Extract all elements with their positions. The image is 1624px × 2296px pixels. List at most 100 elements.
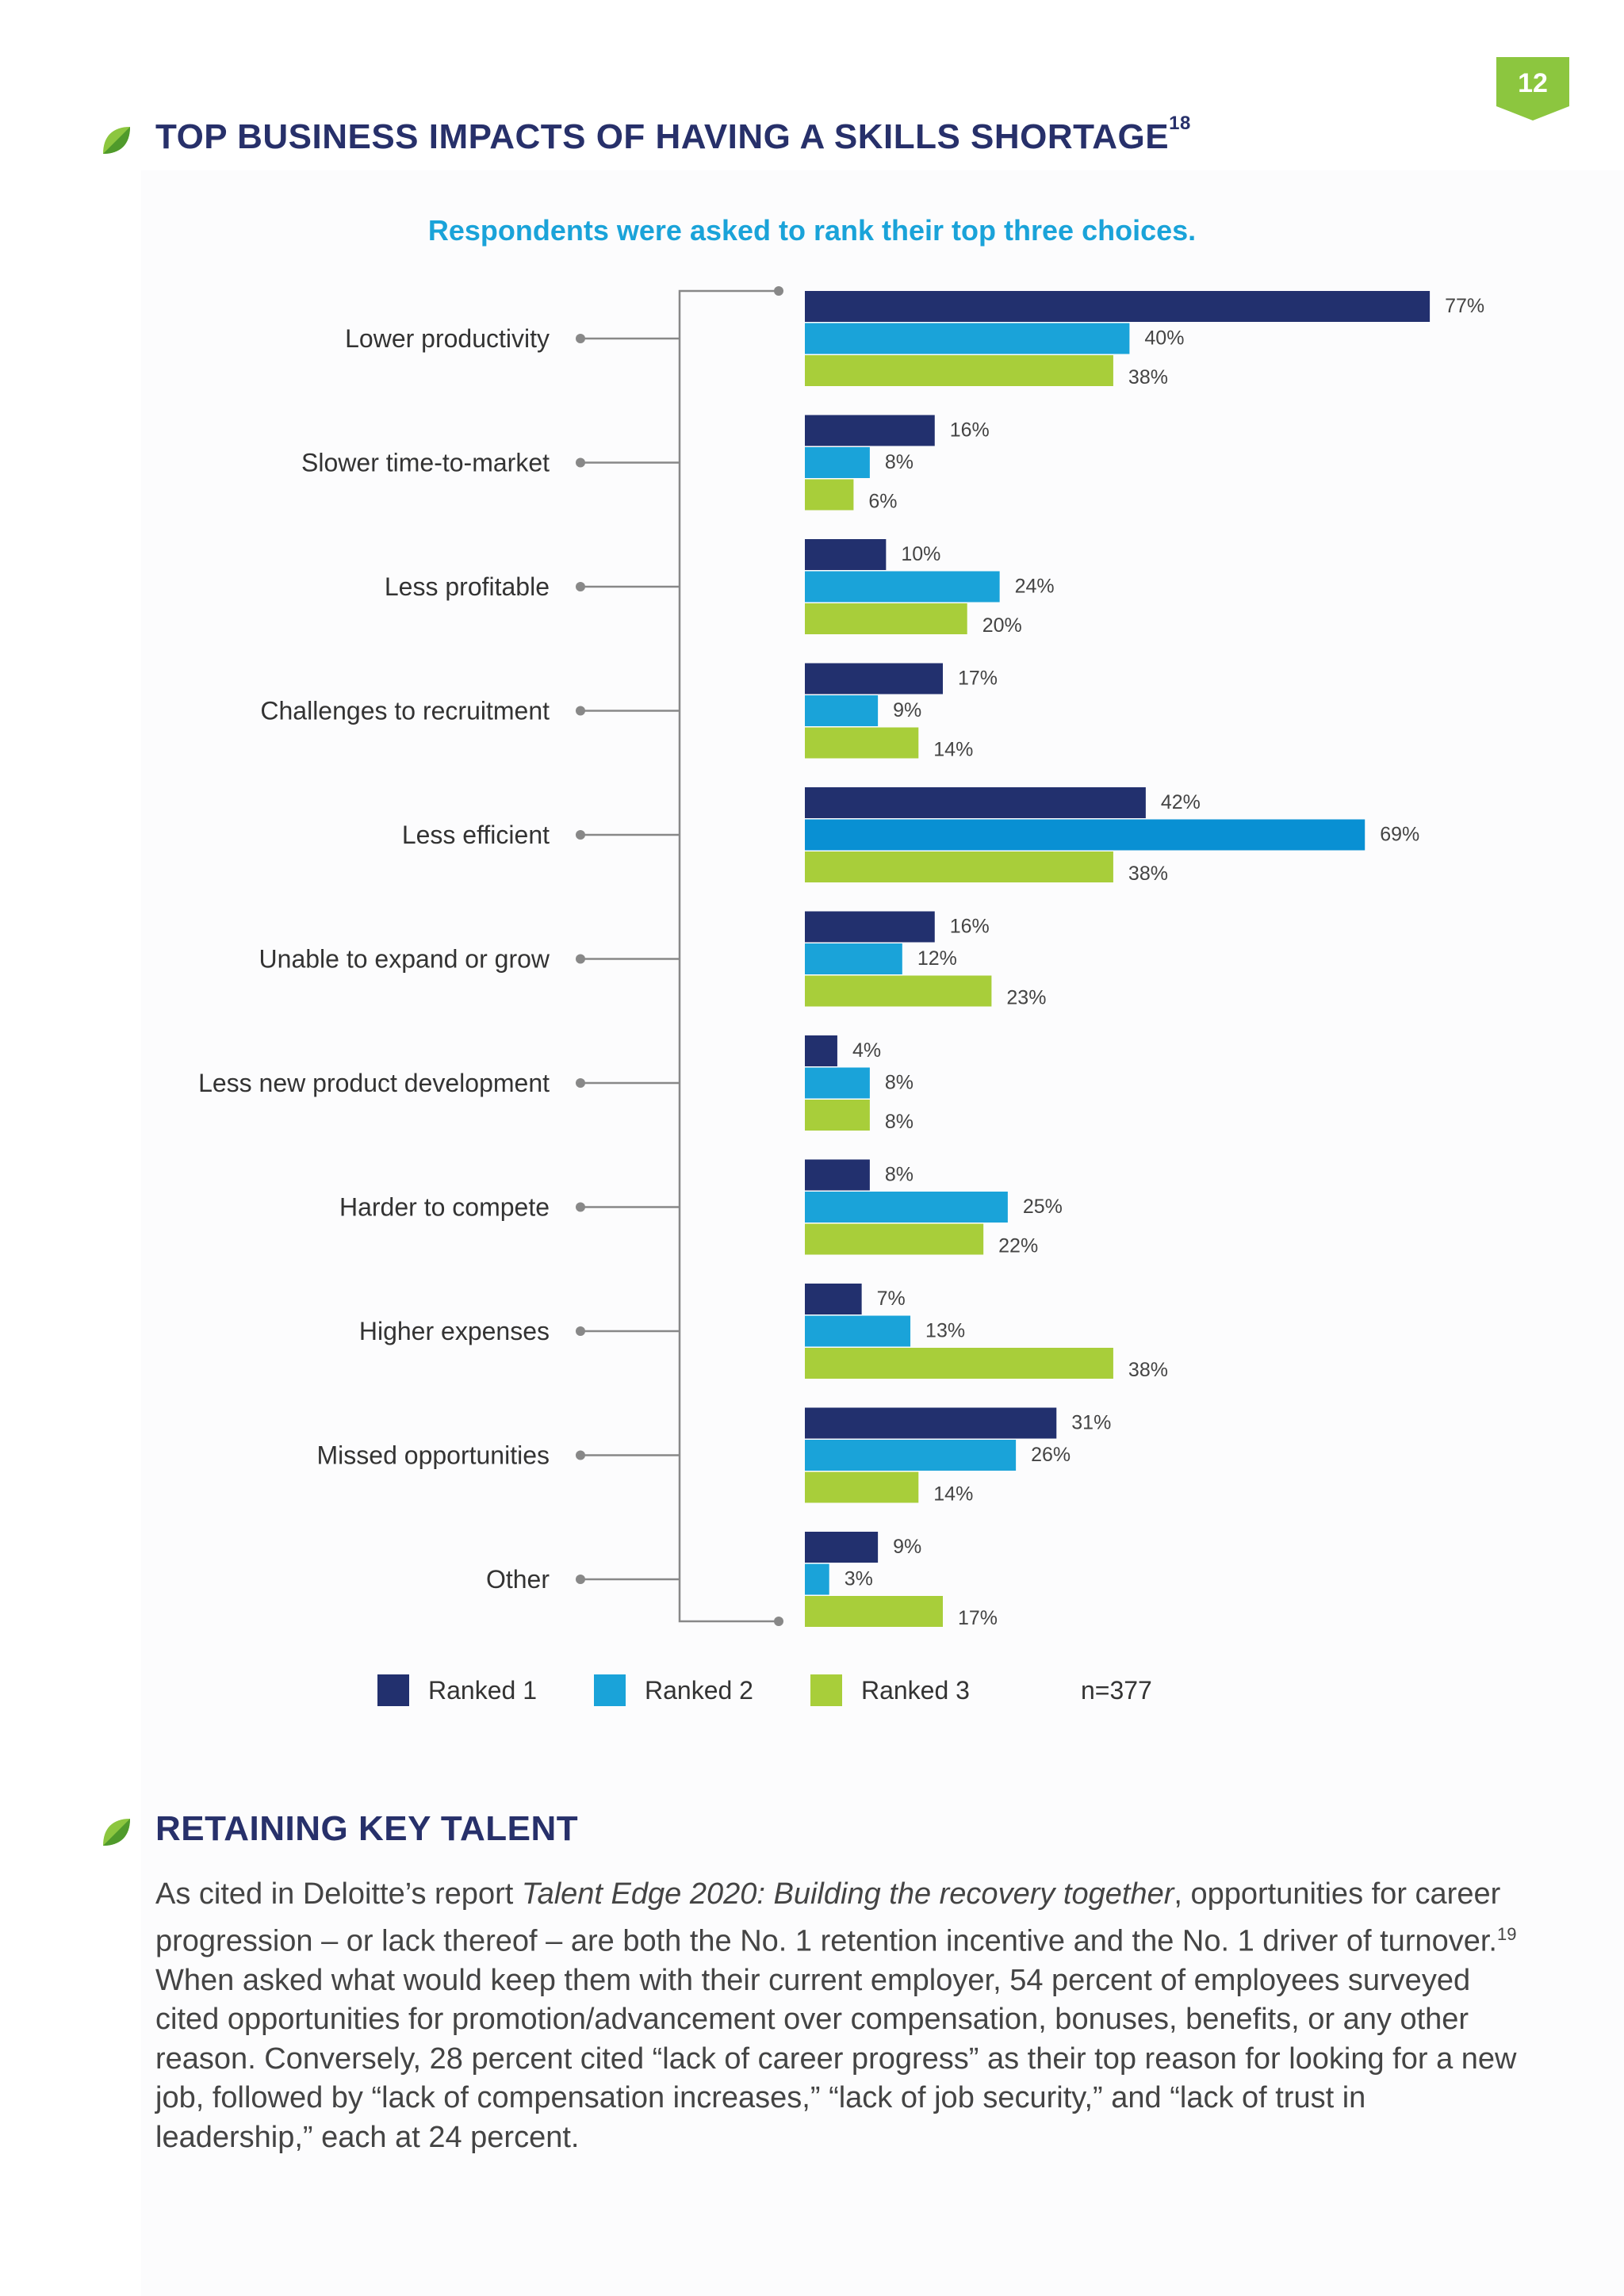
- value-label-less-efficient-ranked-3: 38%: [1128, 863, 1168, 885]
- bar-less-new-product-development-ranked-3: [805, 1100, 870, 1131]
- category-dot-higher-expenses: [576, 1326, 585, 1336]
- value-label-harder-to-compete-ranked-2: 25%: [1023, 1196, 1063, 1218]
- value-label-less-new-product-development-ranked-1: 4%: [852, 1039, 881, 1062]
- bar-missed-opportunities-ranked-3: [805, 1471, 919, 1503]
- category-label-unable-to-expand-or-grow: Unable to expand or grow: [259, 945, 550, 974]
- leaf-bullet-icon: [103, 127, 130, 154]
- category-label-less-new-product-development: Less new product development: [198, 1069, 550, 1097]
- bar-harder-to-compete-ranked-1: [805, 1159, 870, 1191]
- value-label-harder-to-compete-ranked-1: 8%: [885, 1164, 914, 1186]
- leaf-bullet-icon: [103, 1819, 130, 1846]
- value-label-unable-to-expand-or-grow-ranked-3: 23%: [1006, 987, 1046, 1009]
- bar-unable-to-expand-or-grow-ranked-1: [805, 911, 935, 943]
- chart-legend: Ranked 1 Ranked 2 Ranked 3 n=377: [377, 1673, 1209, 1708]
- bar-lower-productivity-ranked-1: [805, 291, 1431, 322]
- category-dot-missed-opportunities: [576, 1450, 585, 1460]
- bar-other-ranked-2: [805, 1563, 829, 1595]
- category-label-slower-time-to-market: Slower time-to-market: [301, 449, 550, 477]
- value-label-lower-productivity-ranked-2: 40%: [1144, 327, 1184, 350]
- value-label-higher-expenses-ranked-2: 13%: [925, 1320, 965, 1342]
- bar-challenges-to-recruitment-ranked-1: [805, 663, 943, 695]
- value-label-less-efficient-ranked-1: 42%: [1161, 791, 1201, 813]
- bar-harder-to-compete-ranked-3: [805, 1223, 984, 1255]
- legend-swatch-ranked-1: [377, 1674, 409, 1706]
- retaining-body-paragraph: As cited in Deloitte’s report Talent Edg…: [155, 1877, 1517, 2154]
- bar-unable-to-expand-or-grow-ranked-2: [805, 943, 902, 974]
- bar-slower-time-to-market-ranked-1: [805, 415, 935, 446]
- value-label-missed-opportunities-ranked-3: 14%: [933, 1483, 973, 1506]
- page-number-badge: 12: [1496, 57, 1569, 121]
- bar-less-new-product-development-ranked-2: [805, 1067, 870, 1099]
- category-label-less-efficient: Less efficient: [402, 821, 550, 849]
- value-label-slower-time-to-market-ranked-2: 8%: [885, 451, 914, 473]
- value-label-harder-to-compete-ranked-3: 22%: [998, 1235, 1038, 1257]
- bar-less-profitable-ranked-3: [805, 603, 967, 634]
- category-label-challenges-to-recruitment: Challenges to recruitment: [260, 697, 550, 725]
- bar-less-efficient-ranked-1: [805, 787, 1146, 818]
- legend-swatch-ranked-2: [593, 1674, 626, 1706]
- bar-higher-expenses-ranked-2: [805, 1315, 911, 1347]
- value-label-missed-opportunities-ranked-1: 31%: [1071, 1412, 1111, 1434]
- category-dot-other: [576, 1575, 585, 1584]
- legend-item-ranked-2: Ranked 2: [593, 1674, 753, 1706]
- bar-harder-to-compete-ranked-2: [805, 1192, 1008, 1223]
- bar-higher-expenses-ranked-3: [805, 1348, 1113, 1379]
- bar-slower-time-to-market-ranked-3: [805, 479, 854, 511]
- bar-less-profitable-ranked-1: [805, 539, 887, 570]
- bar-less-profitable-ranked-2: [805, 571, 1000, 603]
- legend-label-ranked-1: Ranked 1: [428, 1675, 537, 1705]
- legend-item-ranked-3: Ranked 3: [810, 1674, 970, 1706]
- chart-bracket-line: [678, 289, 779, 1623]
- value-label-slower-time-to-market-ranked-1: 16%: [950, 419, 990, 442]
- bar-challenges-to-recruitment-ranked-2: [805, 695, 879, 726]
- bar-chart: Lower productivity 77% 40% 38% Slower time-t…: [198, 286, 1484, 1629]
- value-label-unable-to-expand-or-grow-ranked-1: 16%: [950, 916, 990, 938]
- value-label-missed-opportunities-ranked-2: 26%: [1031, 1444, 1071, 1466]
- bar-other-ranked-3: [805, 1596, 943, 1627]
- bar-slower-time-to-market-ranked-2: [805, 447, 870, 478]
- category-label-missed-opportunities: Missed opportunities: [317, 1441, 550, 1470]
- category-dot-less-profitable: [576, 582, 585, 591]
- bracket-end-dot-top: [774, 286, 783, 296]
- value-label-challenges-to-recruitment-ranked-3: 14%: [933, 739, 973, 761]
- category-label-less-profitable: Less profitable: [385, 572, 550, 601]
- body-footnote: 19: [1496, 1923, 1517, 1944]
- page-number: 12: [1518, 68, 1548, 98]
- value-label-other-ranked-2: 3%: [845, 1568, 873, 1590]
- bar-other-ranked-1: [805, 1532, 879, 1563]
- value-label-less-new-product-development-ranked-2: 8%: [885, 1072, 914, 1094]
- chart-subtitle: Respondents were asked to rank their top…: [427, 214, 1197, 247]
- value-label-lower-productivity-ranked-1: 77%: [1445, 295, 1484, 317]
- legend-label-ranked-3: Ranked 3: [860, 1675, 970, 1705]
- bar-missed-opportunities-ranked-2: [805, 1440, 1017, 1471]
- value-label-lower-productivity-ranked-3: 38%: [1128, 366, 1168, 388]
- bar-less-efficient-ranked-2: [805, 819, 1365, 851]
- value-label-other-ranked-1: 9%: [893, 1536, 921, 1558]
- value-label-higher-expenses-ranked-3: 38%: [1128, 1359, 1168, 1381]
- value-label-higher-expenses-ranked-1: 7%: [877, 1288, 906, 1310]
- bar-lower-productivity-ranked-3: [805, 355, 1113, 386]
- value-label-slower-time-to-market-ranked-3: 6%: [868, 491, 897, 513]
- category-label-lower-productivity: Lower productivity: [345, 324, 550, 353]
- category-label-harder-to-compete: Harder to compete: [339, 1193, 550, 1222]
- bar-less-efficient-ranked-3: [805, 851, 1113, 882]
- legend-swatch-ranked-3: [810, 1674, 842, 1706]
- sample-size-note: n=377: [1081, 1676, 1152, 1705]
- value-label-challenges-to-recruitment-ranked-1: 17%: [958, 668, 998, 690]
- value-label-less-profitable-ranked-1: 10%: [901, 543, 940, 565]
- value-label-less-profitable-ranked-3: 20%: [982, 614, 1022, 637]
- category-dot-slower-time-to-market: [576, 457, 585, 468]
- chart-section-title: TOP BUSINESS IMPACTS OF HAVING A SKILLS …: [155, 113, 1191, 156]
- value-label-less-efficient-ranked-2: 69%: [1380, 824, 1419, 846]
- value-label-other-ranked-3: 17%: [958, 1607, 998, 1629]
- page-badge-shape-icon: [1496, 57, 1569, 121]
- chart-title-footnote: 18: [1169, 113, 1191, 134]
- report-title-italic: Talent Edge 2020: Building the recovery …: [521, 1877, 1174, 1911]
- category-dot-less-efficient: [576, 830, 585, 840]
- value-label-less-new-product-development-ranked-3: 8%: [885, 1111, 914, 1133]
- value-label-challenges-to-recruitment-ranked-2: 9%: [893, 699, 921, 721]
- category-dot-challenges-to-recruitment: [576, 706, 585, 716]
- bar-lower-productivity-ranked-2: [805, 323, 1130, 354]
- sample-size-label: n=377: [1080, 1675, 1152, 1705]
- category-dot-lower-productivity: [576, 334, 585, 343]
